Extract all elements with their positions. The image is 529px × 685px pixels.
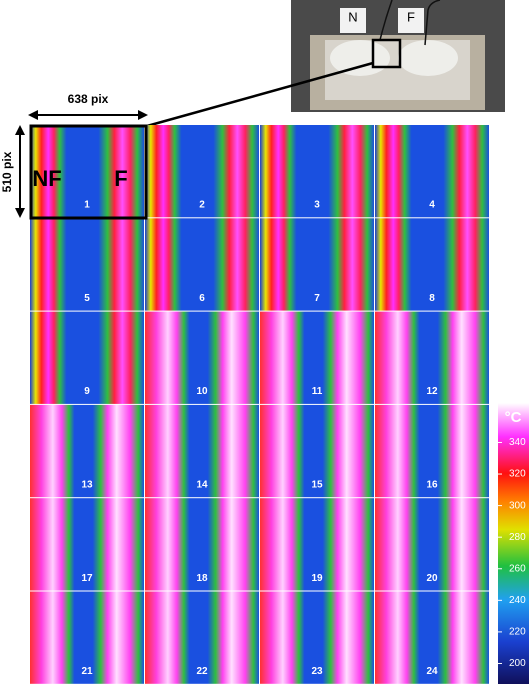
thermal-panel — [260, 404, 374, 498]
thermal-panel — [375, 498, 489, 591]
photo: N F — [291, 0, 505, 112]
thermal-panel — [260, 218, 374, 311]
colorbar-tick-label: 260 — [509, 563, 526, 574]
thermal-panel — [375, 311, 489, 404]
thermal-panel — [375, 404, 489, 498]
scale-width: 638 pix — [68, 92, 109, 106]
panel-number: 14 — [196, 480, 208, 491]
panel-number: 24 — [426, 666, 438, 677]
thermal-panel — [145, 311, 259, 404]
panel-label: F — [114, 166, 127, 191]
thermal-panel — [30, 125, 144, 218]
panel-number: 16 — [426, 480, 438, 491]
panel-number: 10 — [196, 386, 208, 397]
panel-number: 3 — [314, 200, 320, 211]
colorbar-tick-label: 340 — [509, 437, 526, 448]
thermal-panel — [30, 311, 144, 404]
photo-label: N — [348, 9, 357, 24]
panel-number: 20 — [426, 573, 438, 584]
panel-number: 11 — [312, 386, 323, 397]
panel-number: 8 — [429, 293, 435, 304]
thermal-panel — [30, 218, 144, 311]
colorbar-tick-label: 240 — [509, 595, 526, 606]
panel-number: 1 — [84, 200, 90, 211]
panel-number: 9 — [84, 386, 90, 397]
panel-number: 7 — [314, 293, 320, 304]
panel-number: 18 — [196, 573, 208, 584]
panel-number: 13 — [81, 480, 93, 491]
panel-number: 17 — [81, 573, 93, 584]
thermal-panel — [145, 591, 259, 684]
thermal-panel — [145, 498, 259, 591]
scale-height: 510 pix — [0, 151, 14, 192]
colorbar-title: °C — [505, 409, 522, 426]
panel-label: NF — [32, 166, 61, 191]
thermal-panel — [260, 125, 374, 218]
panel-number: 5 — [84, 293, 90, 304]
thermal-panel — [30, 404, 144, 498]
colorbar-tick-label: 200 — [509, 658, 526, 669]
panel-number: 23 — [311, 666, 323, 677]
thermal-panel — [260, 498, 374, 591]
thermal-panel — [30, 591, 144, 684]
colorbar-tick-label: 280 — [509, 532, 526, 543]
zoom-line — [146, 61, 374, 128]
panel-number: 6 — [199, 293, 205, 304]
highlight-box — [29, 124, 148, 220]
photo-label: F — [407, 9, 415, 24]
colorbar-tick-label: 300 — [509, 500, 526, 511]
thermal-panel — [30, 498, 144, 591]
thermal-panel — [375, 218, 489, 311]
thermal-panel — [145, 218, 259, 311]
panel-number: 12 — [426, 386, 438, 397]
thermal-panel — [145, 404, 259, 498]
panel-number: 2 — [199, 200, 205, 211]
colorbar-tick-label: 220 — [509, 627, 526, 638]
panel-number: 21 — [81, 666, 93, 677]
thermal-panel — [145, 125, 259, 218]
thermal-panel — [260, 311, 374, 404]
panel-number: 19 — [311, 573, 323, 584]
scale-arrows — [15, 110, 148, 218]
colorbar-tick-label: 320 — [509, 469, 526, 480]
thermal-panel — [375, 591, 489, 684]
panel-number: 15 — [311, 480, 323, 491]
panel-number: 22 — [196, 666, 208, 677]
panel-number: 4 — [429, 200, 435, 211]
thermal-panel — [375, 125, 489, 218]
thermal-panel — [260, 591, 374, 684]
colorbar: °C 200 220 240 260 280 300 320 340 — [498, 403, 529, 684]
